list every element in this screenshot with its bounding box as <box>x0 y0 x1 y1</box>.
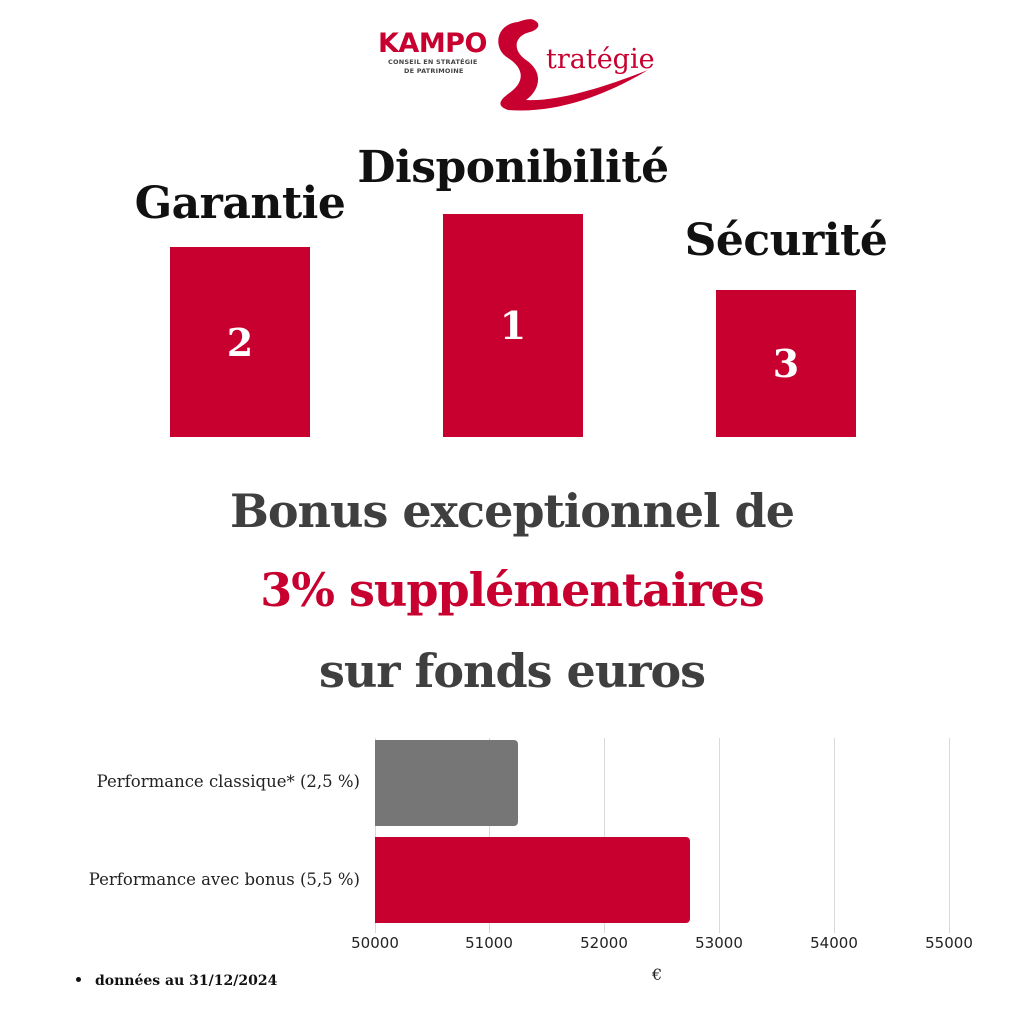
logo-swoosh-s-icon <box>498 19 648 111</box>
x-tick: 51000 <box>465 934 513 952</box>
x-tick: 50000 <box>351 934 399 952</box>
x-tick: 54000 <box>810 934 858 952</box>
podium-box-securite: 3 <box>716 290 856 437</box>
logo-wordmark: tratégie <box>546 44 655 75</box>
gridline-51000 <box>489 738 490 933</box>
bar-performance-classique <box>375 740 518 826</box>
gridline-52000 <box>604 738 605 933</box>
x-tick: 53000 <box>695 934 743 952</box>
podium-box-disponibilite: 1 <box>443 214 583 437</box>
podium-label-garantie: Garantie <box>134 178 346 229</box>
logo-tagline-1: CONSEIL EN STRATÉGIE <box>388 58 478 66</box>
x-axis-label: € <box>652 965 663 984</box>
gridline-50000 <box>375 738 376 933</box>
logo-brand: KAMPO <box>378 28 487 59</box>
headline-line-3: sur fonds euros <box>318 644 706 698</box>
podium-label-securite: Sécurité <box>684 215 888 266</box>
bullet-icon <box>76 976 81 982</box>
logo-tagline-2: DE PATRIMOINE <box>404 67 464 75</box>
kampo-strategie-logo: KAMPO CONSEIL EN STRATÉGIE DE PATRIMOINE… <box>378 14 656 114</box>
bar-label-classique: Performance classique* (2,5 %) <box>96 772 360 791</box>
footnote-text: données au 31/12/2024 <box>95 973 278 989</box>
x-tick: 55000 <box>925 934 973 952</box>
bar-performance-bonus <box>375 837 690 923</box>
x-tick: 52000 <box>580 934 628 952</box>
gridline-55000 <box>949 738 950 933</box>
performance-bar-chart: Performance classique* (2,5 %) Performan… <box>0 730 1024 1010</box>
podium-rank: 1 <box>499 303 527 348</box>
footnote: données au 31/12/2024 <box>76 973 277 989</box>
podium-rank: 3 <box>772 341 800 386</box>
podium-box-garantie: 2 <box>170 247 310 437</box>
podium-label-disponibilite: Disponibilité <box>357 142 669 193</box>
headline-line-1: Bonus exceptionnel de <box>230 484 795 538</box>
gridline-54000 <box>834 738 835 933</box>
podium-rank: 2 <box>226 319 254 365</box>
gridline-53000 <box>719 738 720 933</box>
headline-line-2: 3% supplémentaires <box>260 563 764 617</box>
bar-label-bonus: Performance avec bonus (5,5 %) <box>88 870 360 889</box>
